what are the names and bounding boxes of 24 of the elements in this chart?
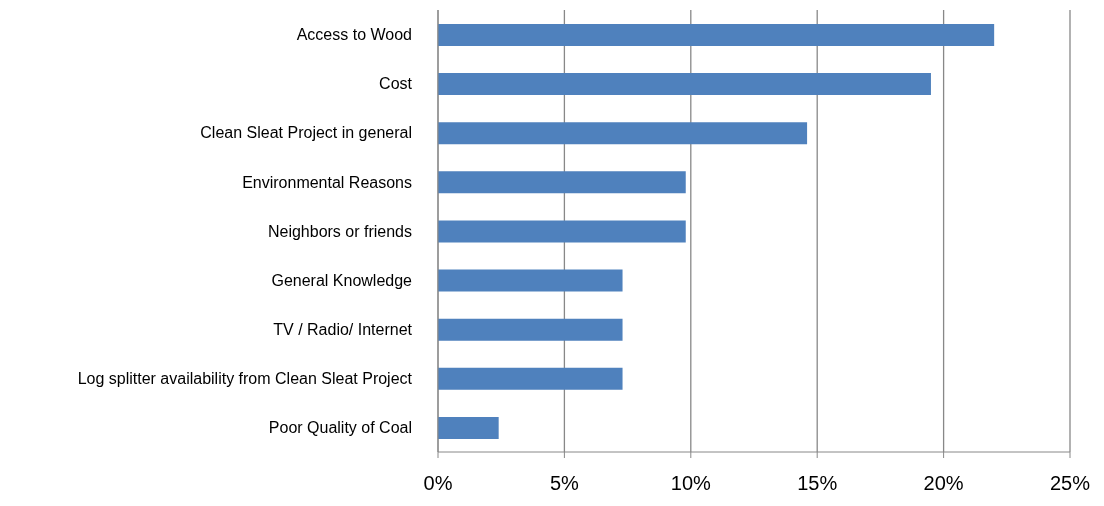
- bar: [438, 367, 623, 390]
- y-tick-label: Log splitter availability from Clean Sleat Project: [77, 370, 413, 388]
- y-tick-label: Access to Wood: [296, 26, 412, 44]
- bar: [438, 24, 995, 46]
- x-tick-label: 25%: [1049, 472, 1091, 495]
- bar: [438, 171, 686, 194]
- bar: [438, 73, 931, 96]
- x-tick-label: 10%: [670, 472, 712, 495]
- bar: [438, 122, 808, 145]
- bar: [438, 318, 623, 341]
- y-tick-label: General Knowledge: [271, 271, 413, 289]
- x-tick-label: 5%: [549, 472, 580, 495]
- y-tick-label: TV / Radio/ Internet: [273, 320, 413, 338]
- y-tick-label: Clean Sleat Project in general: [200, 124, 412, 142]
- y-tick-label: Neighbors or friends: [267, 222, 412, 240]
- bar: [438, 416, 499, 439]
- bar: [438, 269, 623, 292]
- x-tick-label: 15%: [797, 472, 838, 495]
- x-tick-label: 20%: [923, 472, 964, 495]
- bar: [438, 220, 686, 243]
- y-tick-label: Cost: [379, 75, 413, 93]
- y-tick-label: Poor Quality of Coal: [268, 419, 412, 437]
- x-tick-label: 0%: [423, 472, 453, 495]
- y-tick-label: Environmental Reasons: [242, 173, 412, 191]
